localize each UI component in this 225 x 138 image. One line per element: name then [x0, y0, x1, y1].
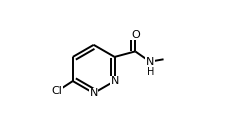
Text: N: N	[145, 57, 153, 67]
Text: H: H	[146, 67, 154, 77]
Text: N: N	[89, 88, 97, 98]
Text: O: O	[130, 30, 139, 40]
Text: N: N	[110, 76, 118, 86]
Text: Cl: Cl	[51, 86, 62, 96]
